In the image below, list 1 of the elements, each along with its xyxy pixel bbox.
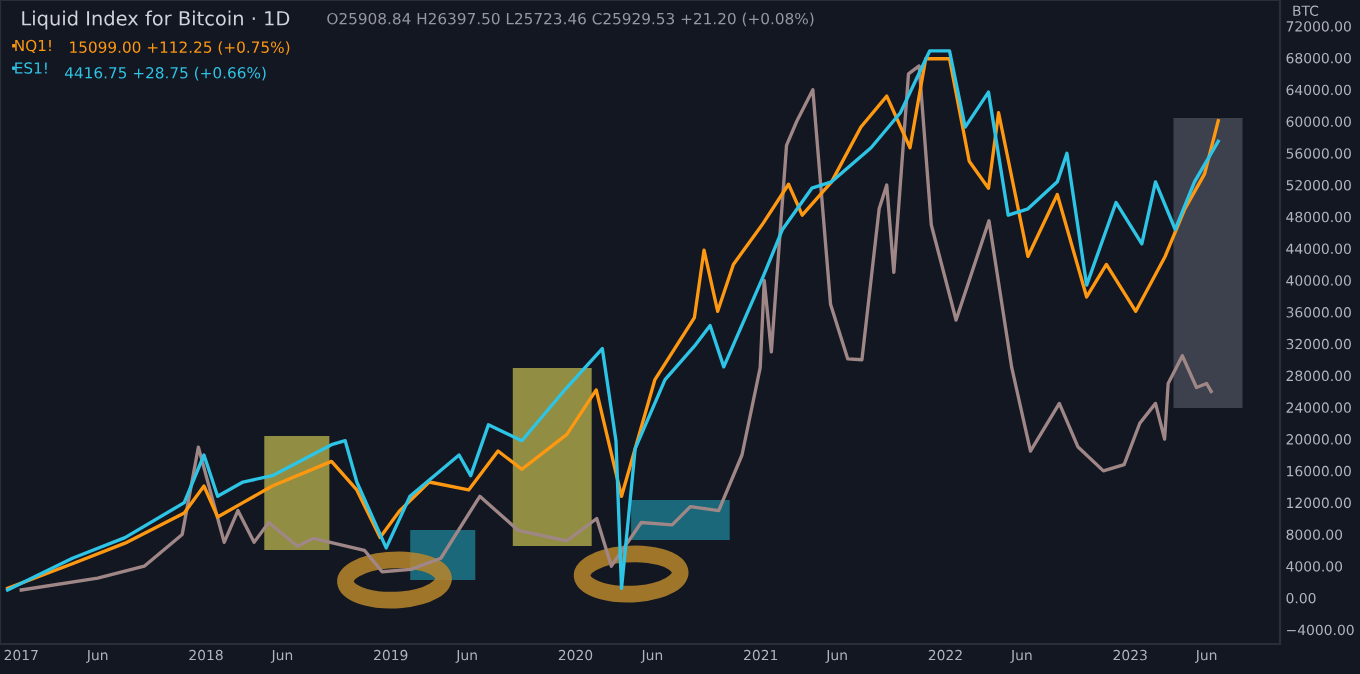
text: Liquid Index for Bitcoin · 1D [22, 10, 290, 30]
